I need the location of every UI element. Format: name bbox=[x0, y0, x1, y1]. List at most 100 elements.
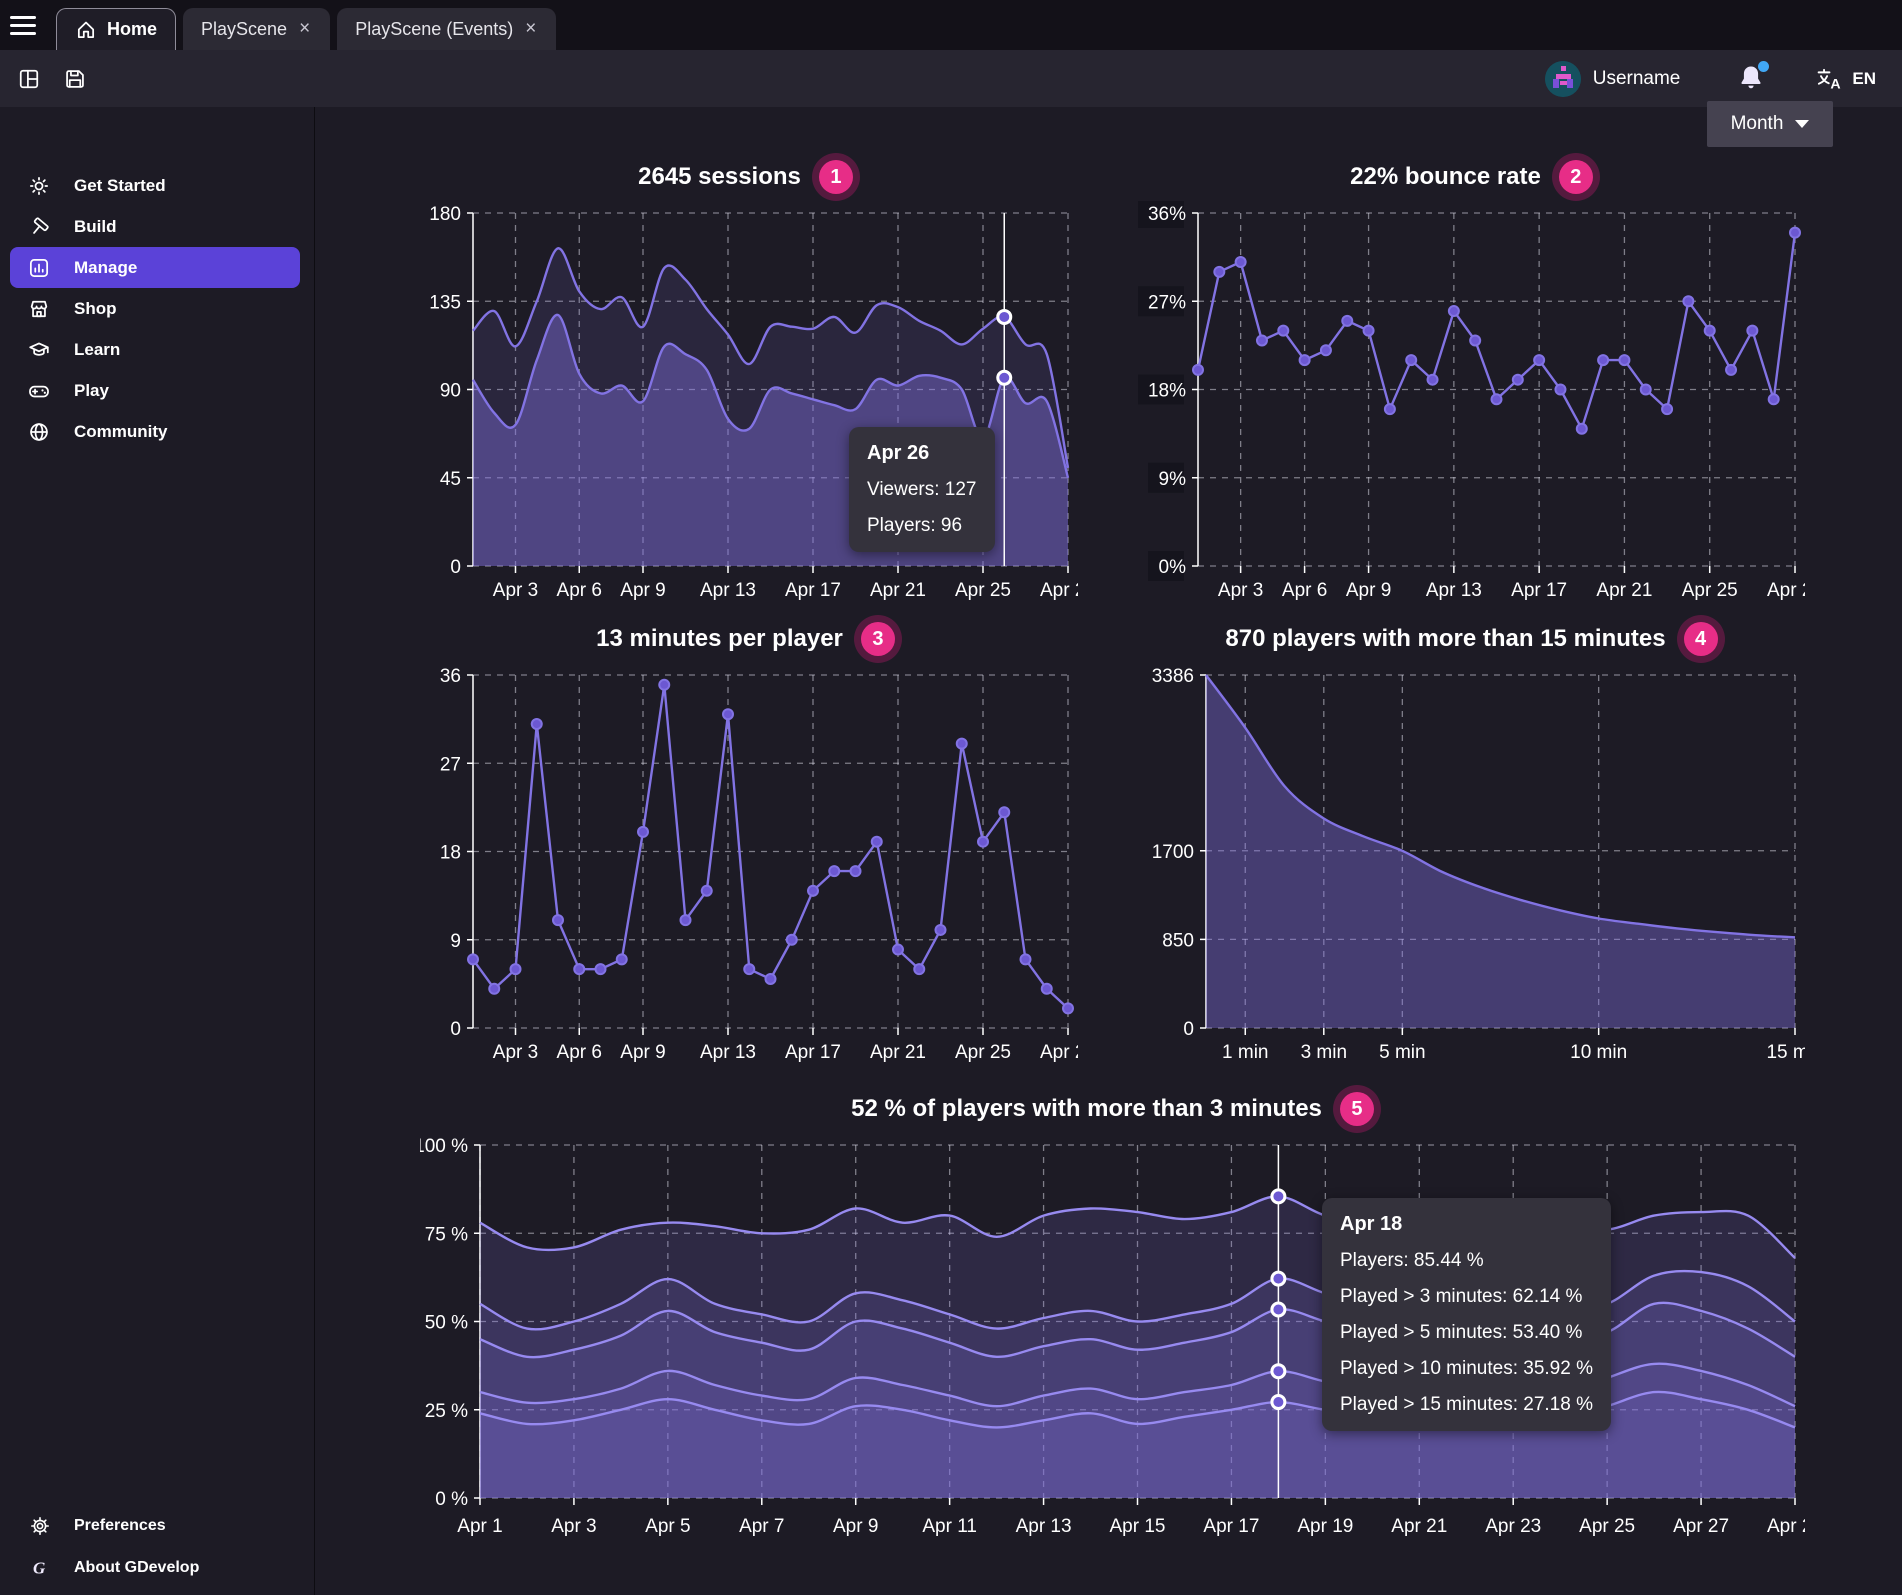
svg-text:Apr 7: Apr 7 bbox=[739, 1516, 784, 1537]
svg-text:0 %: 0 % bbox=[435, 1489, 468, 1510]
avatar[interactable] bbox=[1544, 60, 1581, 97]
svg-text:27%: 27% bbox=[1148, 292, 1186, 313]
sidebar-item-community[interactable]: Community bbox=[10, 411, 300, 452]
tab-label: Home bbox=[107, 19, 158, 39]
tab-label: PlayScene bbox=[201, 18, 288, 39]
svg-text:850: 850 bbox=[1162, 930, 1194, 951]
svg-text:Apr 3: Apr 3 bbox=[1218, 580, 1263, 601]
svg-text:Apr 13: Apr 13 bbox=[1426, 580, 1482, 601]
sidebar-item-label: Learn bbox=[74, 339, 121, 359]
tab-home[interactable]: Home bbox=[56, 8, 177, 50]
sidebar-item-shop[interactable]: Shop bbox=[10, 288, 300, 329]
sidebar-item-build[interactable]: Build bbox=[10, 206, 300, 247]
svg-text:A: A bbox=[1831, 76, 1841, 91]
minutes-per-player-plot: 0 9 18 27 36 Apr 3 Apr 6 Apr 9 Apr 13 Apr 17 Apr 2… bbox=[440, 666, 1096, 1063]
svg-text:Apr 17: Apr 17 bbox=[785, 1042, 841, 1063]
sidebar-item-play[interactable]: Play bbox=[10, 370, 300, 411]
chevron-down-icon bbox=[1795, 120, 1810, 128]
chart-sessions: 2645 sessions 1 0 45 90 135 180 Apr 3 Apr 6 Apr… bbox=[413, 153, 1096, 606]
close-icon[interactable]: × bbox=[299, 18, 311, 39]
svg-text:0: 0 bbox=[1183, 1019, 1194, 1040]
svg-text:15 min: 15 min bbox=[1766, 1042, 1805, 1063]
graduation-cap-icon bbox=[29, 342, 49, 356]
svg-text:Apr 9: Apr 9 bbox=[620, 1042, 665, 1063]
svg-text:0%: 0% bbox=[1159, 557, 1187, 578]
sidebar-item-manage[interactable]: Manage bbox=[10, 247, 300, 288]
svg-text:Apr 27: Apr 27 bbox=[1673, 1516, 1729, 1537]
chart-tooltip: Apr 18 Players: 85.44 % Played > 3 minute… bbox=[1322, 1198, 1611, 1431]
svg-text:3 min: 3 min bbox=[1301, 1042, 1347, 1063]
save-icon[interactable] bbox=[60, 64, 90, 94]
svg-text:0: 0 bbox=[450, 1019, 461, 1040]
chart-title: 22% bounce rate bbox=[1350, 163, 1541, 190]
sidebar-item-label: Manage bbox=[74, 257, 138, 277]
chart-bounce-rate: 22% bounce rate 2 0% 9% 18% 27% 36% Apr 3 Apr … bbox=[1137, 153, 1823, 606]
svg-text:75 %: 75 % bbox=[425, 1224, 468, 1245]
svg-text:Apr 17: Apr 17 bbox=[1511, 580, 1567, 601]
tab-bar: Home PlayScene × PlayScene (Events) × bbox=[0, 0, 1902, 50]
sidebar-item-label: Play bbox=[74, 380, 109, 400]
svg-text:Apr 29: Apr 29 bbox=[1040, 580, 1078, 601]
svg-text:Apr 3: Apr 3 bbox=[493, 580, 538, 601]
menu-icon[interactable] bbox=[0, 0, 46, 50]
svg-text:27: 27 bbox=[440, 754, 461, 775]
username-label[interactable]: Username bbox=[1592, 67, 1681, 89]
step-badge-1: 1 bbox=[818, 160, 853, 194]
svg-text:36: 36 bbox=[440, 666, 461, 687]
svg-text:Apr 25: Apr 25 bbox=[955, 1042, 1011, 1063]
svg-text:Apr 15: Apr 15 bbox=[1110, 1516, 1166, 1537]
gamepad-icon bbox=[29, 385, 49, 397]
svg-text:25 %: 25 % bbox=[425, 1401, 468, 1422]
chart-title: 52 % of players with more than 3 minutes bbox=[851, 1095, 1322, 1122]
sidebar-item-get-started[interactable]: Get Started bbox=[10, 165, 300, 206]
svg-text:10 min: 10 min bbox=[1570, 1042, 1627, 1063]
svg-text:Apr 21: Apr 21 bbox=[1391, 1516, 1447, 1537]
sidebar-item-label: Community bbox=[74, 421, 168, 441]
chart-title: 870 players with more than 15 minutes bbox=[1225, 625, 1666, 652]
chart-header: 870 players with more than 15 minutes 4 bbox=[1138, 615, 1805, 663]
svg-text:Apr 13: Apr 13 bbox=[700, 1042, 756, 1063]
svg-text:3386: 3386 bbox=[1152, 666, 1194, 687]
svg-text:1 min: 1 min bbox=[1222, 1042, 1268, 1063]
sidebar-item-preferences[interactable]: Preferences bbox=[10, 1507, 300, 1545]
svg-text:9%: 9% bbox=[1159, 469, 1187, 490]
notification-dot bbox=[1758, 60, 1770, 72]
tab-playscene-events[interactable]: PlayScene (Events) × bbox=[337, 8, 557, 50]
gdevelop-logo-icon: G bbox=[33, 1559, 46, 1578]
sidebar-item-learn[interactable]: Learn bbox=[10, 329, 300, 370]
storefront-icon bbox=[30, 300, 48, 317]
svg-text:Apr 13: Apr 13 bbox=[700, 580, 756, 601]
chart-retention: 870 players with more than 15 minutes 4 … bbox=[1138, 615, 1824, 1068]
gear-icon bbox=[31, 1517, 49, 1535]
close-icon[interactable]: × bbox=[525, 18, 537, 39]
language-selector[interactable]: A EN bbox=[1816, 67, 1876, 91]
main-toolbar: Username A EN bbox=[0, 50, 1902, 107]
translate-icon: A bbox=[1818, 68, 1841, 91]
svg-text:Apr 25: Apr 25 bbox=[1682, 580, 1738, 601]
notifications-button[interactable] bbox=[1736, 60, 1770, 95]
svg-text:Apr 21: Apr 21 bbox=[1596, 580, 1652, 601]
tab-playscene[interactable]: PlayScene × bbox=[183, 8, 331, 50]
svg-text:135: 135 bbox=[429, 292, 461, 313]
bell-icon bbox=[1741, 66, 1761, 88]
svg-text:Apr 9: Apr 9 bbox=[620, 580, 665, 601]
chart-title: 13 minutes per player bbox=[596, 625, 843, 652]
layout-panels-icon[interactable] bbox=[14, 64, 44, 94]
chart-engagement: 52 % of players with more than 3 minutes… bbox=[414, 1085, 1823, 1542]
period-selector[interactable]: Month bbox=[1707, 101, 1833, 147]
sidebar-item-label: Build bbox=[74, 216, 117, 236]
sun-icon bbox=[29, 176, 49, 195]
svg-text:Apr 21: Apr 21 bbox=[870, 580, 926, 601]
svg-text:45: 45 bbox=[440, 469, 461, 490]
chart-title: 2645 sessions bbox=[638, 163, 801, 190]
chart-header: 52 % of players with more than 3 minutes… bbox=[420, 1085, 1805, 1133]
sidebar-item-label: Get Started bbox=[74, 175, 166, 195]
svg-text:50 %: 50 % bbox=[425, 1313, 468, 1334]
svg-text:Apr 25: Apr 25 bbox=[955, 580, 1011, 601]
hammer-icon bbox=[33, 216, 49, 234]
sidebar-item-about[interactable]: G About GDevelop bbox=[10, 1549, 300, 1587]
sidebar-item-label: About GDevelop bbox=[74, 1559, 200, 1576]
svg-text:Apr 13: Apr 13 bbox=[1016, 1516, 1072, 1537]
home-icon bbox=[77, 21, 95, 38]
